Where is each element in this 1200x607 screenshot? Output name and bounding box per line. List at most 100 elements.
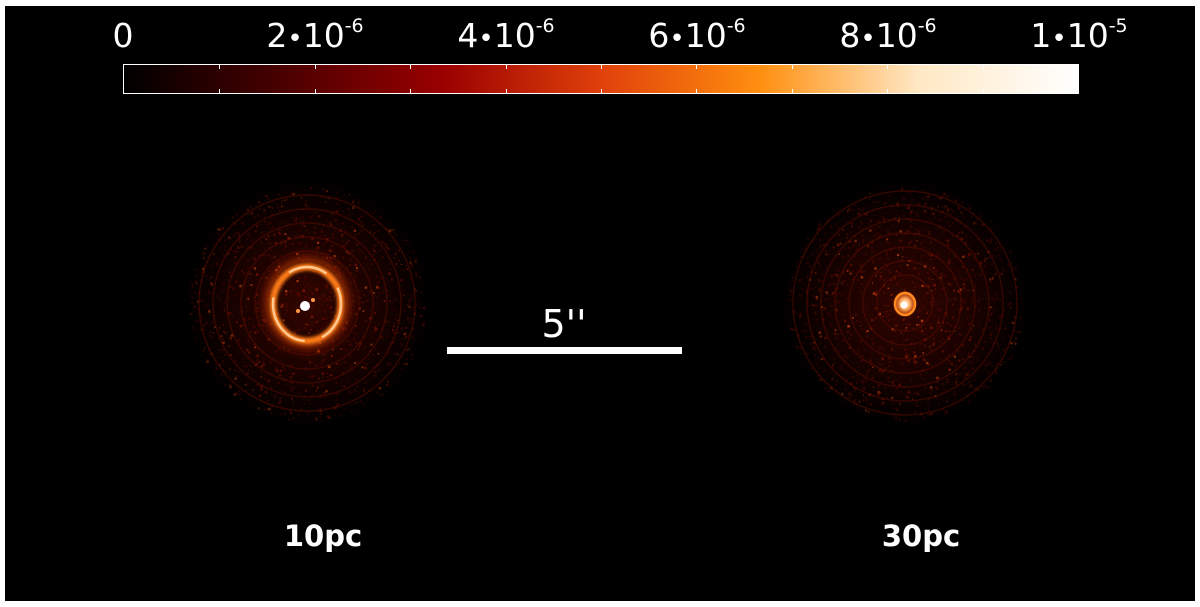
speckle-pixel — [953, 398, 956, 400]
speckle-pixel — [896, 202, 899, 205]
speckle-pixel — [334, 415, 336, 417]
speckle-pixel — [267, 235, 270, 238]
speckle-pixel — [1004, 295, 1006, 297]
colorbar-tick-mark — [601, 65, 602, 69]
speckle-pixel — [834, 332, 837, 335]
speckle-pixel — [253, 343, 256, 346]
speckle-pixel — [852, 243, 855, 246]
speckle-pixel — [990, 263, 993, 266]
speckle-pixel — [938, 403, 941, 405]
speckle-pixel — [264, 377, 267, 380]
speckle-pixel — [222, 270, 223, 272]
speckle-pixel — [833, 273, 836, 276]
speckle-pixel — [303, 225, 306, 228]
speckle-pixel — [277, 381, 280, 385]
speckle-pixel — [837, 214, 840, 217]
speckle-pixel — [878, 384, 881, 387]
speckle-pixel — [370, 276, 372, 279]
speckle-pixel — [265, 194, 268, 198]
speckle-pixel — [892, 224, 894, 227]
speckle-pixel — [945, 313, 948, 316]
speckle-pixel — [947, 258, 949, 260]
speckle-pixel — [209, 281, 213, 285]
speckle-pixel — [251, 211, 254, 215]
speckle-pixel — [989, 281, 992, 283]
speckle-pixel — [870, 219, 873, 222]
speckle-pixel — [934, 292, 936, 295]
speckle-pixel — [376, 282, 379, 285]
ring-highlight-10pc — [271, 265, 343, 343]
speckle-pixel — [830, 323, 831, 325]
speckle-pixel — [861, 355, 864, 357]
speckle-pixel — [944, 412, 947, 415]
speckle-pixel — [263, 209, 266, 212]
speckle-pixel — [834, 336, 836, 338]
speckle-pixel — [324, 395, 327, 398]
speckle-pixel — [347, 369, 349, 371]
speckle-pixel — [889, 283, 891, 285]
speckle-pixel — [282, 395, 284, 397]
speckle-pixel — [865, 307, 868, 309]
speckle-pixel — [898, 286, 900, 288]
speckle-pixel — [806, 261, 810, 264]
speckle-pixel — [979, 306, 981, 308]
speckle-pixel — [885, 201, 888, 204]
speckle-pixel — [397, 353, 399, 356]
speckle-pixel — [1010, 354, 1014, 357]
speckle-pixel — [963, 383, 965, 385]
speckle-pixel — [401, 356, 403, 358]
speckle-pixel — [392, 341, 395, 344]
speckle-pixel — [791, 276, 794, 279]
speckle-pixel — [985, 285, 987, 287]
speckle-pixel — [344, 230, 347, 234]
speckle-pixel — [244, 281, 247, 283]
speckle-pixel — [885, 304, 888, 307]
speckle-pixel — [946, 358, 949, 361]
speckle-pixel — [842, 229, 844, 231]
speckle-pixel — [922, 189, 925, 192]
speckle-pixel — [190, 294, 193, 297]
speckle-pixel — [976, 252, 980, 255]
speckle-pixel — [381, 255, 384, 259]
speckle-pixel — [833, 357, 836, 360]
speckle-pixel — [197, 308, 200, 311]
speckle-pixel — [956, 248, 958, 250]
speckle-pixel — [862, 394, 865, 396]
speckle-pixel — [1000, 364, 1002, 366]
speckle-pixel — [351, 403, 353, 405]
speckle-pixel — [280, 390, 282, 392]
speckle-pixel — [400, 342, 404, 345]
speckle-pixel — [930, 392, 932, 395]
speckle-pixel — [874, 412, 877, 415]
speckle-pixel — [371, 247, 374, 250]
speckle-pixel — [203, 324, 206, 327]
speckle-pixel — [791, 279, 794, 282]
speckle-pixel — [853, 399, 856, 402]
speckle-pixel — [370, 263, 374, 266]
speckle-pixel — [844, 248, 846, 250]
speckle-pixel — [902, 278, 904, 280]
speckle-pixel — [404, 309, 406, 311]
speckle-pixel — [392, 331, 394, 334]
speckle-pixel — [951, 284, 953, 286]
speckle-pixel — [260, 231, 263, 234]
speckle-pixel — [978, 325, 980, 328]
speckle-pixel — [936, 387, 939, 390]
speckle-pixel — [895, 270, 898, 273]
speckle-pixel — [915, 214, 919, 218]
speckle-pixel — [987, 252, 989, 254]
speckle-pixel — [367, 398, 369, 400]
speckle-pixel — [337, 204, 339, 206]
speckle-pixel — [850, 264, 853, 266]
speckle-pixel — [871, 374, 874, 377]
speckle-pixel — [206, 305, 208, 307]
speckle-pixel — [798, 314, 801, 317]
speckle-pixel — [388, 272, 391, 276]
speckle-pixel — [305, 389, 308, 392]
speckle-pixel — [930, 254, 934, 257]
speckle-pixel — [201, 253, 203, 255]
speckle-pixel — [221, 348, 224, 351]
speckle-pixel — [906, 323, 908, 326]
speckle-pixel — [223, 363, 225, 365]
speckle-pixel — [916, 324, 918, 326]
